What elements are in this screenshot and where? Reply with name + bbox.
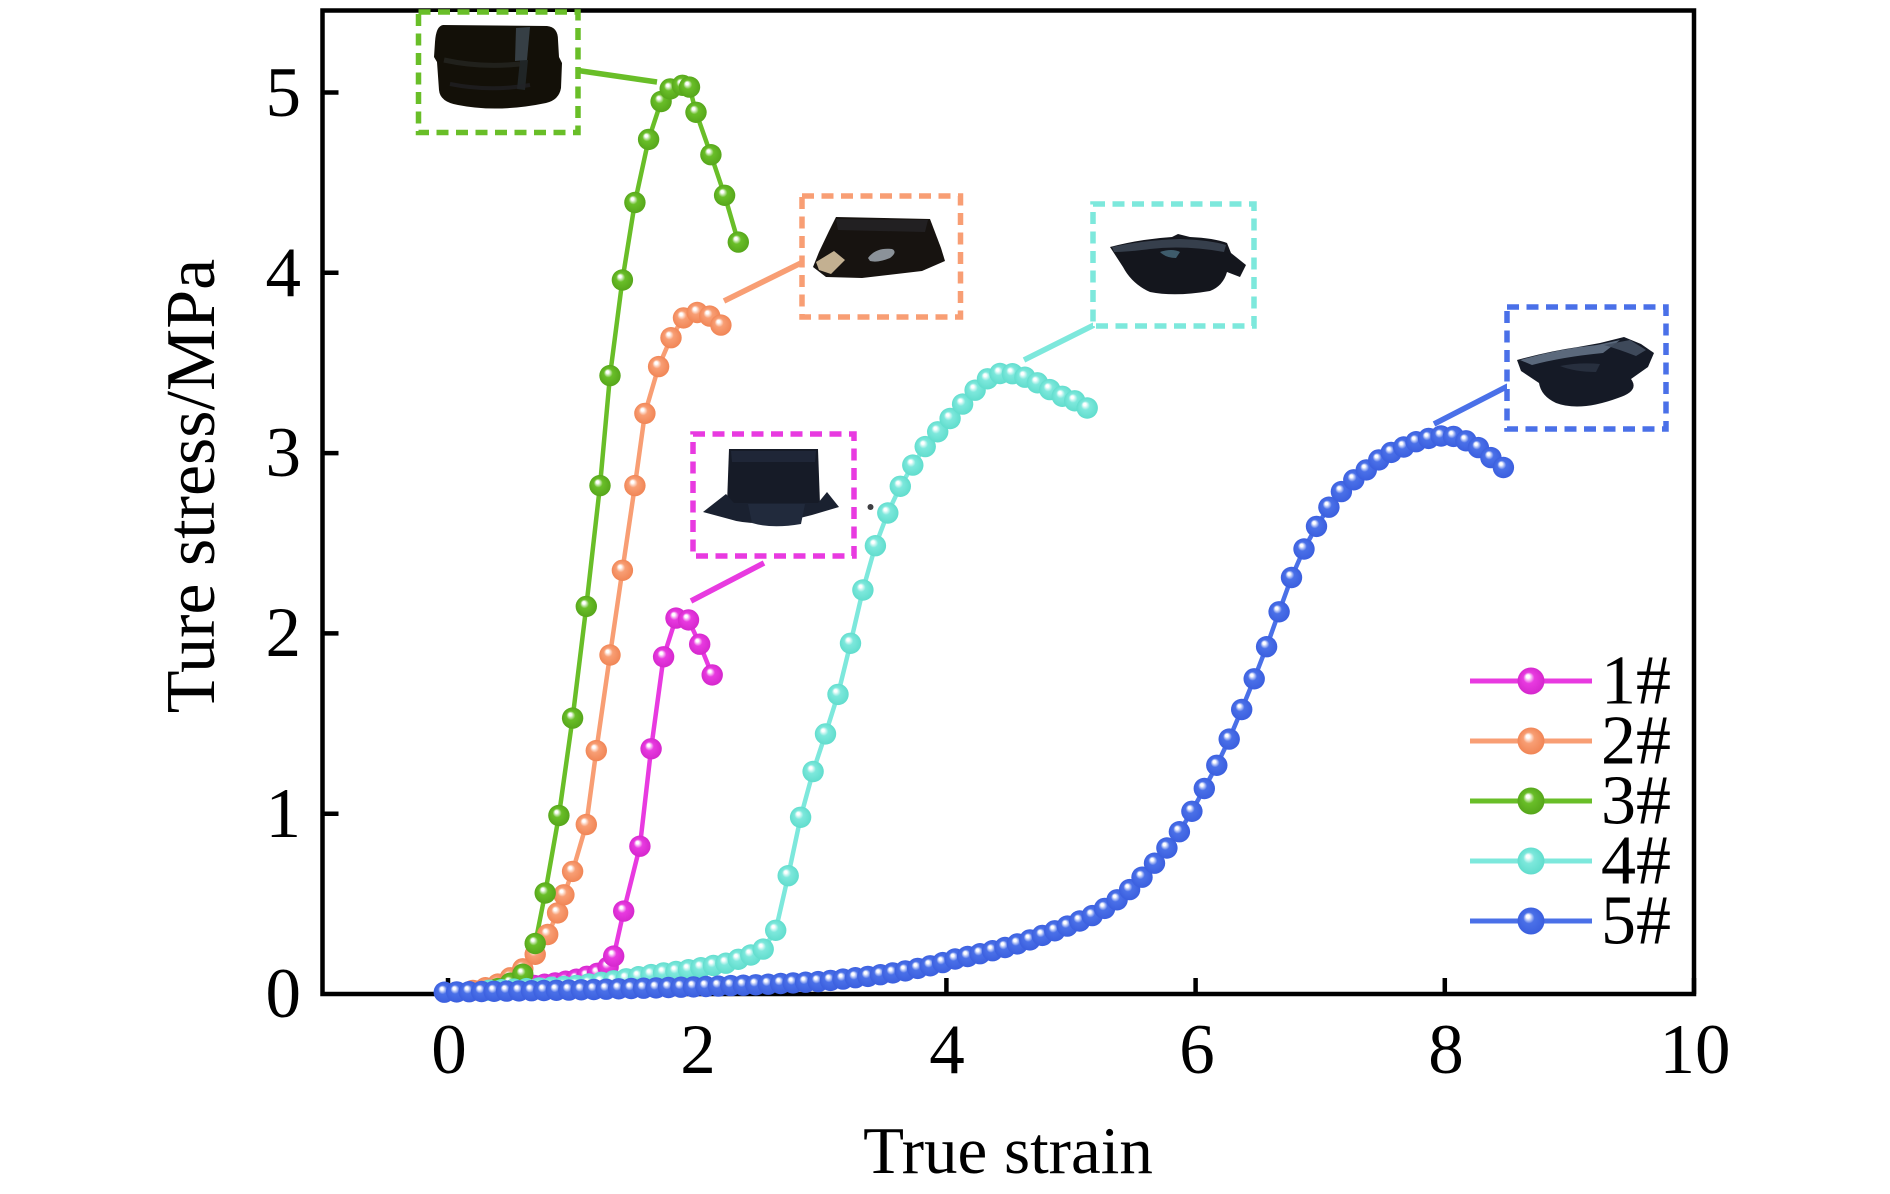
svg-text:4: 4	[266, 234, 302, 312]
svg-text:0: 0	[431, 1011, 467, 1089]
svg-text:5#: 5#	[1601, 883, 1671, 960]
svg-text:2#: 2#	[1601, 703, 1671, 780]
svg-text:0: 0	[266, 955, 302, 1033]
svg-text:3: 3	[266, 414, 302, 492]
svg-text:3#: 3#	[1601, 763, 1671, 840]
svg-text:5: 5	[266, 54, 302, 132]
svg-text:4: 4	[929, 1011, 965, 1089]
svg-text:8: 8	[1428, 1011, 1464, 1089]
svg-text:4#: 4#	[1601, 823, 1671, 900]
svg-text:2: 2	[680, 1011, 716, 1089]
svg-text:6: 6	[1179, 1011, 1215, 1089]
svg-text:1: 1	[266, 775, 302, 853]
svg-text:Ture stress/MPa: Ture stress/MPa	[153, 259, 230, 713]
svg-text:2: 2	[266, 594, 302, 672]
svg-text:10: 10	[1660, 1011, 1731, 1089]
svg-text:True strain: True strain	[863, 1114, 1153, 1188]
svg-text:1#: 1#	[1601, 643, 1671, 720]
